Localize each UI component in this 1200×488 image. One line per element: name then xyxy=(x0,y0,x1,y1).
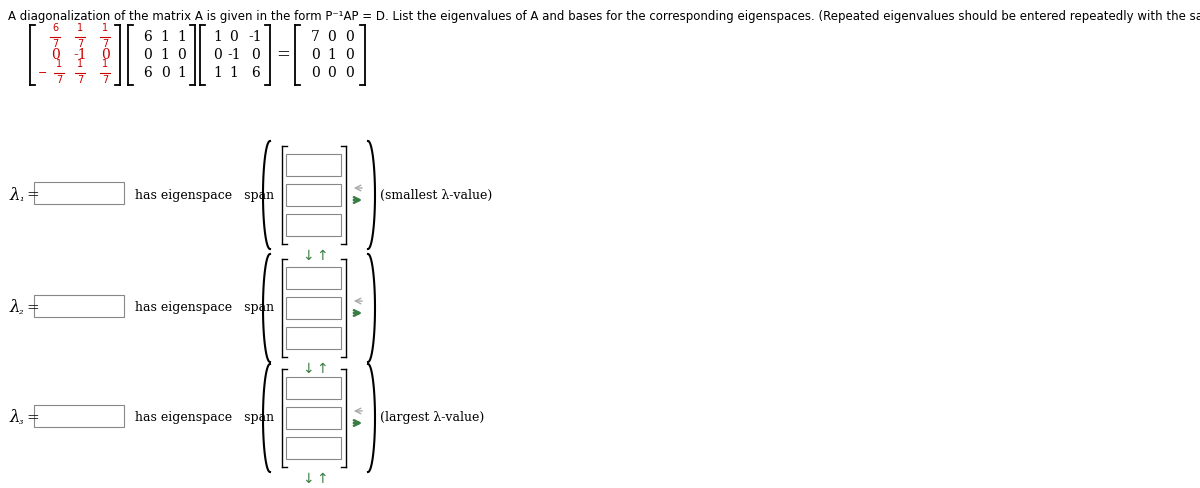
Text: 0: 0 xyxy=(328,30,336,44)
Text: λ: λ xyxy=(10,409,20,427)
Text: ↑: ↑ xyxy=(316,249,328,263)
Text: 0: 0 xyxy=(346,48,354,62)
Text: 7: 7 xyxy=(77,75,83,85)
Text: 7: 7 xyxy=(56,75,62,85)
Text: 1: 1 xyxy=(161,30,169,44)
Bar xyxy=(34,405,124,427)
Text: 6: 6 xyxy=(52,23,58,33)
Bar xyxy=(286,327,341,349)
Text: 0: 0 xyxy=(101,48,109,62)
Bar xyxy=(286,407,341,429)
Text: 1: 1 xyxy=(77,23,83,33)
Bar xyxy=(286,377,341,399)
Text: ↑: ↑ xyxy=(316,362,328,376)
Text: 0: 0 xyxy=(346,66,354,80)
Text: A diagonalization of the matrix A is given in the form P⁻¹AP = D. List the eigen: A diagonalization of the matrix A is giv… xyxy=(8,10,1200,23)
Text: ₂: ₂ xyxy=(19,306,24,316)
Text: =: = xyxy=(26,411,38,425)
Text: 1: 1 xyxy=(214,30,222,44)
Text: ↓: ↓ xyxy=(301,362,313,376)
Text: =: = xyxy=(26,188,38,202)
Text: 0: 0 xyxy=(50,48,59,62)
Text: ↓: ↓ xyxy=(301,472,313,486)
Bar xyxy=(286,214,341,236)
Text: 0: 0 xyxy=(161,66,169,80)
Text: =: = xyxy=(276,46,290,63)
Text: 6: 6 xyxy=(251,66,259,80)
Text: -1: -1 xyxy=(227,48,241,62)
Bar xyxy=(34,182,124,204)
Text: 0: 0 xyxy=(144,48,152,62)
Text: 7: 7 xyxy=(102,75,108,85)
Text: -1: -1 xyxy=(73,48,86,62)
Text: has eigenspace   span: has eigenspace span xyxy=(134,302,274,314)
Text: 1: 1 xyxy=(178,66,186,80)
Text: λ: λ xyxy=(10,186,20,203)
Text: λ: λ xyxy=(10,300,20,317)
Text: -1: -1 xyxy=(248,30,262,44)
Text: 1: 1 xyxy=(214,66,222,80)
Text: 1: 1 xyxy=(102,59,108,69)
Text: −: − xyxy=(37,68,47,78)
Bar xyxy=(286,297,341,319)
Text: 1: 1 xyxy=(178,30,186,44)
Text: 6: 6 xyxy=(144,66,152,80)
Text: 7: 7 xyxy=(52,39,58,49)
Text: 6: 6 xyxy=(144,30,152,44)
Text: has eigenspace   span: has eigenspace span xyxy=(134,411,274,425)
Text: 0: 0 xyxy=(328,66,336,80)
Bar xyxy=(286,154,341,176)
Bar xyxy=(286,267,341,289)
Text: 1: 1 xyxy=(102,23,108,33)
Text: 1: 1 xyxy=(77,59,83,69)
Text: 0: 0 xyxy=(178,48,186,62)
Text: (smallest λ-value): (smallest λ-value) xyxy=(380,188,492,202)
Text: ₁: ₁ xyxy=(19,193,24,203)
Text: 0: 0 xyxy=(214,48,222,62)
Text: 0: 0 xyxy=(229,30,239,44)
Text: 7: 7 xyxy=(311,30,319,44)
Text: 0: 0 xyxy=(311,48,319,62)
Bar xyxy=(286,437,341,459)
Text: 0: 0 xyxy=(251,48,259,62)
Text: 0: 0 xyxy=(346,30,354,44)
Text: ↑: ↑ xyxy=(316,472,328,486)
Text: ↓: ↓ xyxy=(301,249,313,263)
Text: (largest λ-value): (largest λ-value) xyxy=(380,411,485,425)
Text: 1: 1 xyxy=(229,66,239,80)
Text: 1: 1 xyxy=(328,48,336,62)
Text: 1: 1 xyxy=(56,59,62,69)
Text: 7: 7 xyxy=(77,39,83,49)
Text: =: = xyxy=(26,301,38,315)
Bar xyxy=(286,184,341,206)
Text: 1: 1 xyxy=(161,48,169,62)
Text: 0: 0 xyxy=(311,66,319,80)
Text: 7: 7 xyxy=(102,39,108,49)
Text: has eigenspace   span: has eigenspace span xyxy=(134,188,274,202)
Bar xyxy=(34,295,124,317)
Text: ₃: ₃ xyxy=(19,416,24,426)
